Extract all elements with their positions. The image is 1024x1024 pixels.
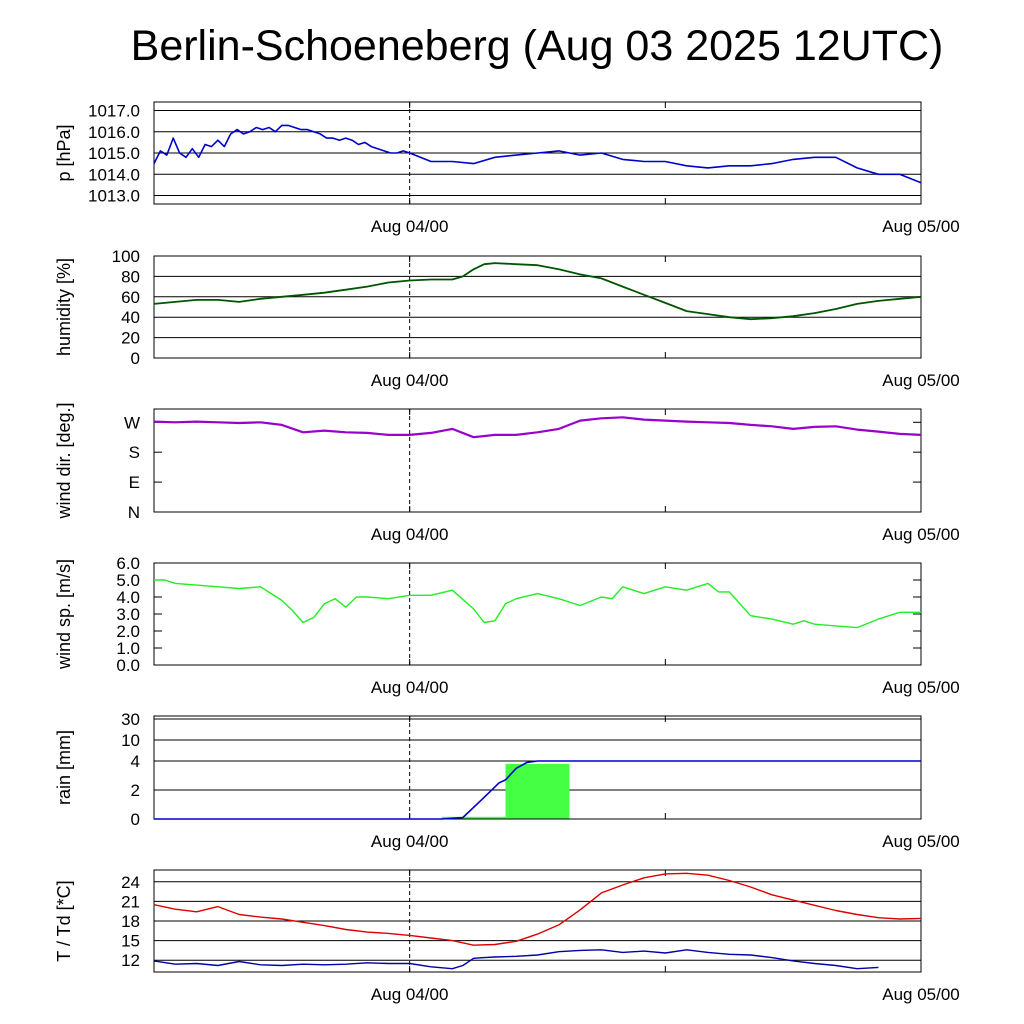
y-tick-label: 80 [121,267,140,286]
dewpoint-line [153,949,879,970]
humidity-line [153,262,922,321]
y-tick-label: 4.0 [116,588,140,607]
y-axis-label: humidity [%] [54,258,74,356]
x-tick-label: Aug 05/00 [882,217,960,236]
y-tick-label: 24 [121,873,140,892]
x-tick-label: Aug 05/00 [882,985,960,1004]
panel-frame [153,869,922,973]
y-tick-label: 2.0 [116,622,140,641]
x-tick-label: Aug 04/00 [371,371,449,390]
y-tick-label: 40 [121,308,140,327]
wind-speed-line [154,579,921,629]
wind-direction-line [153,416,922,439]
y-tick-label: 3.0 [116,605,140,624]
rain-bar [441,816,506,819]
rain-cumulative-line [154,760,921,820]
y-axis-label: rain [mm] [54,730,74,805]
y-tick-label: 20 [121,329,140,348]
y-tick-label: 1014.0 [88,165,140,184]
rain-bar [505,763,570,819]
x-tick-label: Aug 04/00 [371,678,449,697]
x-tick-label: Aug 04/00 [371,985,449,1004]
x-tick-label: Aug 04/00 [371,832,449,851]
y-tick-label: E [129,473,140,492]
x-tick-label: Aug 05/00 [882,371,960,390]
pressure-line [153,124,922,184]
y-tick-label: 15 [121,932,140,951]
chart-title: Berlin-Schoeneberg (Aug 03 2025 12UTC) [130,22,944,70]
y-tick-label: 1016.0 [88,123,140,142]
y-tick-label: 12 [121,951,140,970]
y-tick-label: 30 [121,710,140,729]
y-tick-label: 10 [121,731,140,750]
y-tick-label: 6.0 [116,554,140,573]
y-tick-label: 5.0 [116,571,140,590]
panel-frame [153,408,922,513]
y-axis-label: T / Td [*C] [54,880,74,961]
x-tick-label: Aug 05/00 [882,678,960,697]
y-tick-label: 0 [131,810,140,829]
y-tick-label: 2 [131,781,140,800]
panel-frame [153,101,922,205]
y-tick-label: S [129,443,140,462]
y-axis-label: p [hPa] [54,124,74,181]
y-tick-label: 18 [121,912,140,931]
y-tick-label: 21 [121,892,140,911]
panel-frame [153,715,922,820]
temperature-line [153,872,922,946]
y-tick-label: 1013.0 [88,187,140,206]
y-tick-label: W [124,413,140,432]
y-tick-label: N [128,503,140,522]
y-tick-label: 4 [131,752,140,771]
y-axis-label: wind sp. [m/s] [54,559,74,670]
y-axis-label: wind dir. [deg.] [54,402,74,519]
x-tick-label: Aug 05/00 [882,525,960,544]
panel-frame [153,562,922,666]
y-tick-label: 1015.0 [88,144,140,163]
y-tick-label: 0.0 [116,656,140,675]
y-tick-label: 60 [121,288,140,307]
panel-frame [153,255,922,359]
y-tick-label: 100 [112,247,140,266]
x-tick-label: Aug 04/00 [371,525,449,544]
x-tick-label: Aug 05/00 [882,832,960,851]
y-tick-label: 1.0 [116,639,140,658]
y-tick-label: 1017.0 [88,102,140,121]
y-tick-label: 0 [131,349,140,368]
x-tick-label: Aug 04/00 [371,217,449,236]
